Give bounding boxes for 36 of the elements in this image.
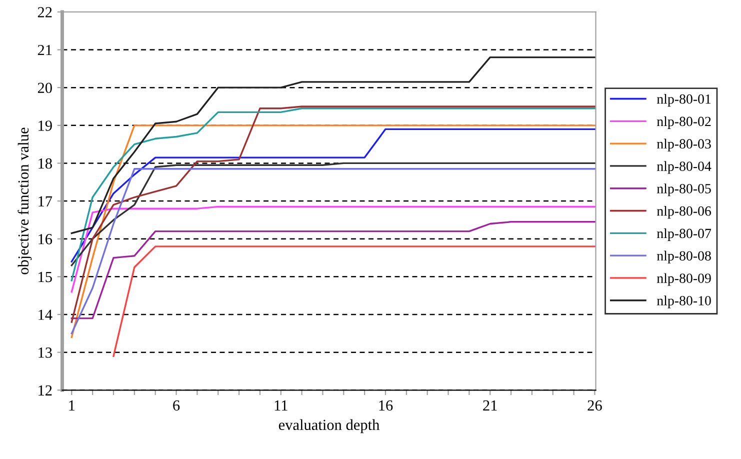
legend-label: nlp-80-09 (656, 273, 711, 286)
legend-label: nlp-80-08 (656, 250, 711, 264)
x-tick-label: 26 (588, 400, 602, 411)
line-series (70, 221, 596, 320)
legend-label: nlp-80-02 (656, 116, 711, 129)
line-series (70, 168, 596, 334)
legend-label: nlp-80-10 (656, 296, 711, 308)
y-tick-label: 17 (38, 196, 52, 206)
y-tick-label: 14 (38, 310, 52, 320)
y-tick-label: 12 (38, 385, 52, 396)
x-tick-label: 16 (379, 400, 393, 411)
legend-label: nlp-80-01 (656, 94, 711, 107)
y-tick-label: 19 (38, 120, 52, 131)
y-tick-label: 22 (38, 7, 52, 18)
x-tick-label: 1 (69, 400, 75, 410)
line-series (70, 56, 596, 234)
y-tick-label: 13 (38, 348, 52, 358)
y-tick-label: 18 (38, 158, 52, 169)
x-tick-label: 21 (483, 400, 497, 410)
legend-label: nlp-80-07 (656, 228, 712, 241)
line-series (70, 206, 596, 293)
line-series (70, 128, 596, 262)
x-tick-label: 11 (274, 400, 288, 410)
line-series (70, 162, 596, 266)
y-tick-label: 16 (38, 234, 52, 244)
legend-label: nlp-80-03 (656, 138, 711, 152)
x-axis-title: evaluation depth (278, 419, 380, 434)
y-tick-label: 20 (38, 82, 52, 94)
x-tick-label: 6 (173, 400, 180, 411)
line-series (70, 108, 596, 282)
y-tick-label: 21 (38, 44, 52, 56)
legend-label: nlp-80-06 (656, 206, 712, 219)
legend-label: nlp-80-04 (656, 161, 712, 174)
y-axis-title: objective function value (18, 128, 32, 274)
legend-label: nlp-80-05 (656, 184, 711, 196)
y-tick-label: 15 (38, 272, 52, 282)
